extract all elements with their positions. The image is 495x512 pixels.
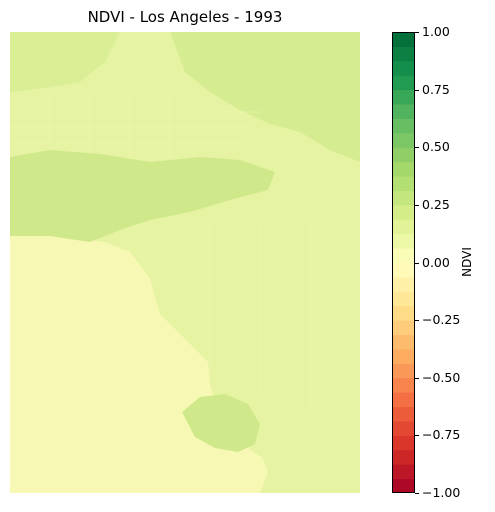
colorbar-cell [392, 464, 415, 480]
map-title: NDVI - Los Angeles - 1993 [87, 8, 283, 26]
colorbar-tick-mark [415, 32, 419, 33]
colorbar-cell [392, 320, 415, 336]
colorbar-tick-mark [415, 320, 419, 322]
san-gabriel-foothills [170, 32, 360, 162]
colorbar-tick-label: 0.25 [422, 196, 450, 212]
colorbar-tick-label: −0.50 [422, 369, 461, 385]
colorbar-cell [392, 118, 415, 134]
colorbar-cell [392, 377, 415, 393]
colorbar-cell [392, 363, 415, 379]
north-hills [10, 32, 120, 92]
colorbar-cell [392, 46, 415, 62]
colorbar-cell [392, 291, 415, 307]
colorbar-tick-label: 0.50 [422, 139, 450, 155]
colorbar-cell [392, 204, 415, 220]
colorbar-cell [392, 305, 415, 321]
ndvi-map [10, 32, 360, 493]
colorbar-tick-mark [415, 89, 419, 91]
colorbar-cell [392, 248, 415, 263]
land-area [10, 32, 360, 493]
colorbar-cell [392, 219, 415, 235]
colorbar-cell [392, 262, 415, 278]
colorbar-cell [392, 32, 415, 47]
colorbar-cell [392, 104, 415, 119]
colorbar-cell [392, 176, 415, 191]
colorbar-cell [392, 89, 415, 105]
colorbar-tick-mark [415, 493, 419, 494]
colorbar-tick-mark [415, 204, 419, 206]
urban-grid [10, 92, 340, 412]
colorbar-cell [392, 276, 415, 292]
colorbar-tick-label: −1.00 [422, 485, 461, 500]
colorbar-cell [392, 60, 415, 76]
colorbar-cell [392, 334, 415, 350]
colorbar-cell [392, 190, 415, 206]
colorbar-tick-label: −0.75 [422, 427, 461, 443]
colorbar-tick-label: 0.00 [422, 254, 450, 270]
colorbar-tick-mark [415, 262, 419, 264]
colorbar-tick-mark [415, 377, 419, 379]
colorbar-border [392, 32, 415, 493]
colorbar-cell [392, 392, 415, 408]
palos-verdes-hills [182, 394, 260, 452]
santa-monica-mountains [10, 150, 275, 242]
colorbar [392, 32, 415, 493]
colorbar-cell [392, 478, 415, 493]
colorbar-cell [392, 132, 415, 148]
colorbar-cell [392, 147, 415, 163]
colorbar-cell [392, 449, 415, 465]
colorbar-cell [392, 420, 415, 436]
colorbar-cell [392, 75, 415, 91]
colorbar-cell [392, 161, 415, 177]
colorbar-tick-label: 1.00 [422, 24, 450, 39]
colorbar-label: NDVI [460, 247, 474, 277]
colorbar-tick-label: 0.75 [422, 81, 450, 97]
colorbar-cell [392, 233, 415, 249]
colorbar-cell [392, 348, 415, 364]
colorbar-cell [392, 406, 415, 422]
colorbar-tick-label: −0.25 [422, 312, 461, 328]
colorbar-tick-mark [415, 435, 419, 437]
colorbar-gradient [392, 32, 415, 493]
colorbar-tick-mark [415, 147, 419, 149]
colorbar-cell [392, 435, 415, 451]
